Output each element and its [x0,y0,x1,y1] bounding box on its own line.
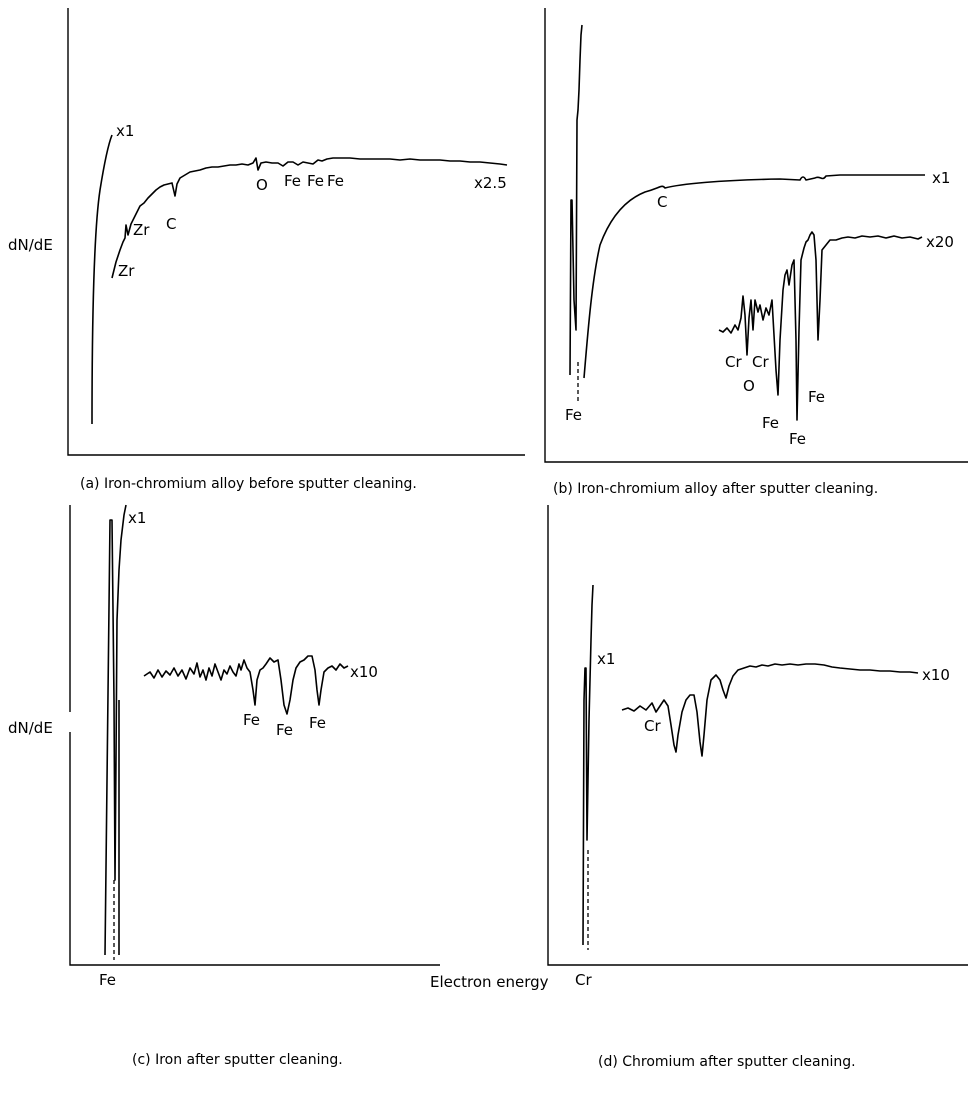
panel-b-peak-label: C [657,193,667,211]
panel-a-caption: (a) Iron-chromium alloy before sputter c… [80,476,417,492]
panel-b-peak-label: Cr [725,353,742,371]
panel-c-scale-x1: x1 [128,509,146,527]
panel-b-peak-label: Fe [789,430,806,448]
panel-b-peak-label: Fe [565,406,582,424]
panel-c-trace-x10 [143,655,349,715]
panel-d-trace-x1 [582,584,594,946]
panel-b-peak-label: O [743,377,755,395]
panel-a: dN/dE x1 x2.5 Zr Zr C O Fe Fe Fe (a) Iro… [8,8,525,492]
panel-a-peak-label: C [166,215,176,233]
panel-a-axes [67,8,525,456]
panel-b-scale-x1: x1 [932,169,950,187]
panel-c-trace-x1 [104,504,127,956]
panel-b-peak-label: Fe [762,414,779,432]
panel-b-trace-x20 [718,231,923,421]
panel-b-axes [544,8,968,463]
shared-xlabel: Electron energy [430,973,549,991]
panel-a-peak-label: Zr [118,262,135,280]
panel-a-trace-x1 [91,134,113,425]
panel-c-peak-label: Fe [276,721,293,739]
panel-d-caption: (d) Chromium after sputter cleaning. [598,1054,856,1070]
panel-a-peak-label: Zr [133,221,150,239]
panel-c-ylabel: dN/dE [8,719,53,737]
panel-c: dN/dE x1 x10 Fe Fe Fe Fe (c) Iron after … [8,504,440,1068]
panel-b: x1 x20 Fe C Cr Cr O Fe Fe Fe (b) Iron-ch… [544,8,968,497]
panel-c-scale-x10: x10 [350,663,378,681]
panel-a-ylabel: dN/dE [8,236,53,254]
panel-b-scale-x20: x20 [926,233,954,251]
panel-d: x1 x10 Cr Cr (d) Chromium after sputter … [547,505,968,1070]
panel-b-peak-label: Cr [752,353,769,371]
panel-a-peak-label: O [256,176,268,194]
panel-a-scale-x1: x1 [116,122,134,140]
panel-b-caption: (b) Iron-chromium alloy after sputter cl… [553,481,878,497]
panel-c-peak-label: Fe [99,971,116,989]
panel-d-peak-label: Cr [575,971,592,989]
panel-c-peak-label: Fe [309,714,326,732]
panel-d-scale-x1: x1 [597,650,615,668]
panel-d-axes [547,505,968,966]
panel-c-peak-label: Fe [243,711,260,729]
panel-d-peak-label: Cr [644,717,661,735]
panel-c-caption: (c) Iron after sputter cleaning. [132,1052,343,1068]
panel-a-scale-x25: x2.5 [474,174,507,192]
panel-b-peak-label: Fe [808,388,825,406]
panel-a-trace-x25 [111,157,508,279]
panel-a-peak-label: Fe [327,172,344,190]
panel-b-trace-x1 [569,24,583,376]
panel-b-trace-x1-tail [583,174,925,379]
panel-a-peak-label: Fe [284,172,301,190]
panel-a-peak-label: Fe [307,172,324,190]
panel-c-axes [69,505,440,966]
panel-d-scale-x10: x10 [922,666,950,684]
panel-d-trace-x10 [621,663,919,757]
